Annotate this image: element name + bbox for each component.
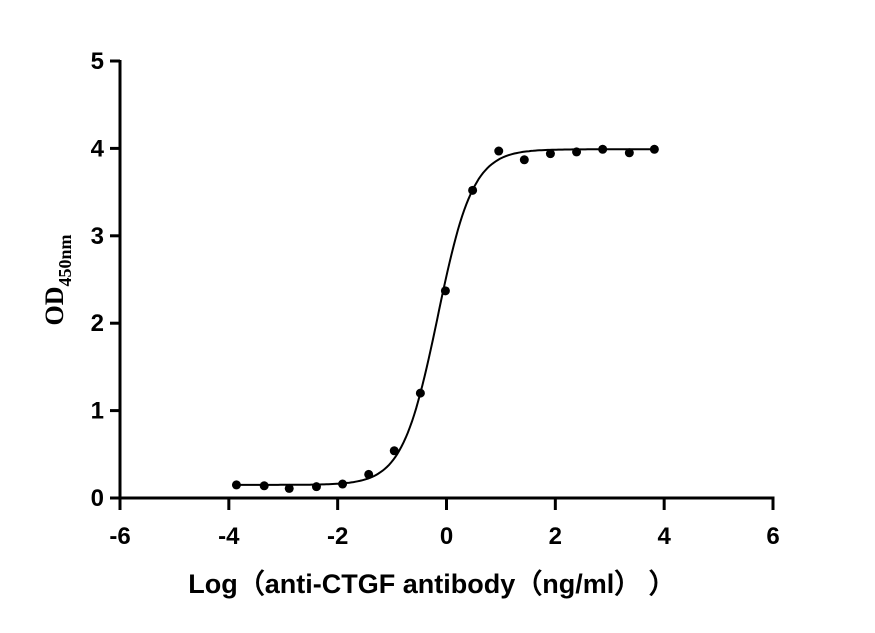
y-axis-label: OD450nm: [40, 234, 75, 325]
data-point: [545, 149, 555, 159]
data-point: [494, 146, 504, 156]
x-tick-label: 2: [549, 523, 562, 550]
fit-curve: [236, 148, 655, 486]
x-tick-label: -4: [218, 523, 240, 550]
data-point: [284, 483, 294, 493]
y-tick-label: 3: [91, 223, 104, 250]
x-tick-label: 4: [657, 523, 671, 550]
y-tick-label: 5: [91, 48, 104, 75]
data-point: [468, 185, 478, 195]
data-point: [338, 479, 348, 489]
x-tick-label: -6: [109, 523, 130, 550]
axes: 0 1 2 3 4 5 -6 -4 -2 0 2 4 6: [91, 48, 780, 550]
data-point: [519, 155, 529, 165]
y-tick-label: 1: [91, 398, 104, 425]
data-point: [415, 388, 425, 398]
data-point: [311, 482, 321, 492]
y-tick-label: 2: [91, 310, 104, 337]
y-tick-label: 4: [91, 135, 105, 162]
data-point: [389, 446, 399, 456]
data-point: [649, 144, 659, 154]
data-point: [572, 147, 582, 157]
data-point: [364, 469, 374, 479]
x-axis-label: Log（anti-CTGF antibody（ng/ml） ）: [188, 569, 675, 599]
data-point: [598, 144, 608, 154]
x-tick-label: -2: [327, 523, 348, 550]
data-points: [231, 144, 659, 493]
data-point: [440, 286, 450, 296]
x-tick-label: 0: [440, 523, 453, 550]
data-point: [624, 148, 634, 158]
data-point: [231, 480, 241, 490]
x-tick-label: 6: [766, 523, 779, 550]
y-tick-label: 0: [91, 485, 104, 512]
data-point: [259, 481, 269, 491]
